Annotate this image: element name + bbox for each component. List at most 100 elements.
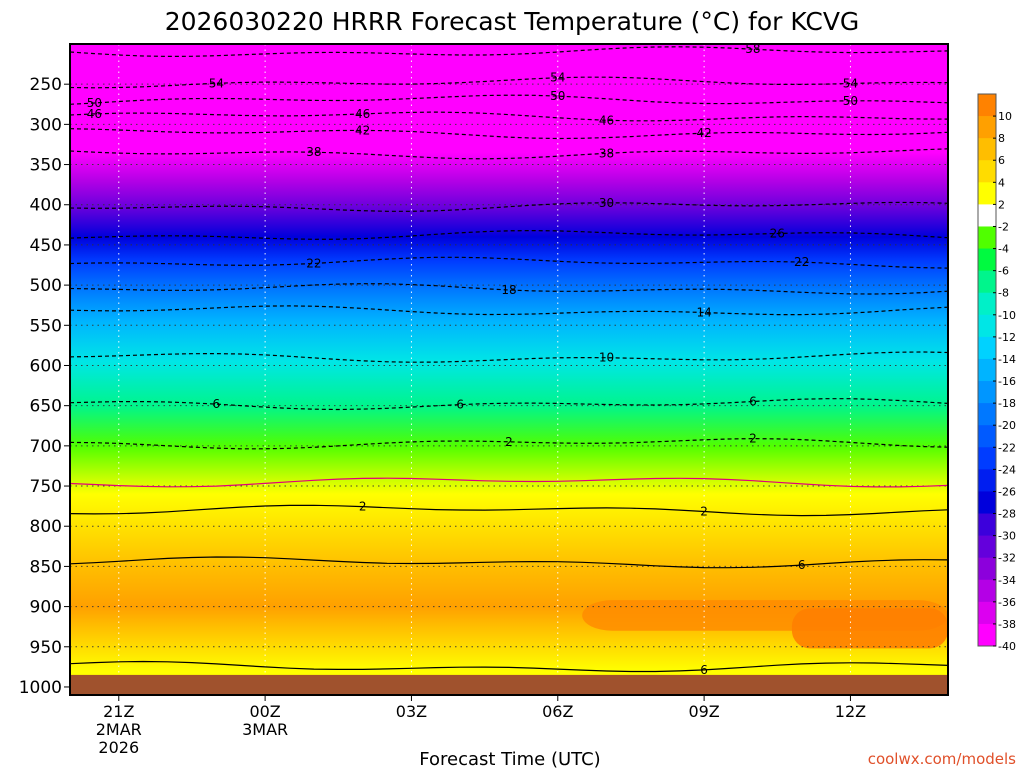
contour-label: 42 [355,123,370,137]
colorbar-swatch [978,292,996,316]
credit-link[interactable]: coolwx.com/models [868,750,1016,768]
x-tick-label: 3MAR [242,720,288,739]
y-tick-label: 450 [30,236,62,256]
colorbar-label: 10 [998,110,1012,123]
contour-label: 38 [306,145,321,159]
contour-label: 46 [599,113,614,127]
colorbar-label: -14 [998,353,1016,366]
contour-label: 6 [700,663,708,677]
colorbar-swatch [978,535,996,559]
contour-label: 6 [456,398,464,412]
contour-label: 50 [550,89,565,103]
contour-label: 54 [550,71,565,85]
x-tick-label: 03Z [396,702,427,721]
colorbar-label: -40 [998,640,1016,653]
x-axis-label: Forecast Time (UTC) [419,749,600,768]
contour-line [70,556,948,569]
colorbar-swatch [978,491,996,515]
y-tick-label: 750 [30,477,62,497]
contour-label: 2 [505,435,513,449]
contour-label: 6 [213,397,221,411]
chart-title: 2026030220 HRRR Forecast Temperature (°C… [165,7,860,36]
contour-label: 58 [745,42,760,56]
y-tick-label: 400 [30,196,62,216]
contour-label: 18 [501,283,516,297]
colorbar: 10 8 6 4 2 -2 -4 -6 -8 -10 -12 -14 -16 -18 -20 -22 -24 -2… [977,93,1016,653]
y-tick-label: 600 [30,356,62,376]
colorbar-label: -10 [998,309,1016,322]
colorbar-swatch [978,425,996,448]
x-tick-label: 21Z [103,702,134,721]
warm-core-900mb-late [791,608,948,649]
contour-label: 46 [87,107,102,121]
colorbar-label: 6 [998,154,1005,167]
contour-label: 30 [599,196,614,210]
y-tick-label: 300 [30,115,62,135]
contour-label: 10 [599,351,614,365]
colorbar-swatch [978,314,996,338]
contour-label: 22 [306,256,321,270]
colorbar-label: -24 [998,463,1016,476]
contour-label: 50 [87,96,102,110]
plot-frame [69,43,949,696]
contour-label: 6 [749,394,757,408]
contour-label: 2 [700,505,708,519]
contour-label: 46 [355,107,370,121]
colorbar-label: -2 [998,220,1009,233]
y-axis: 250 300 350 400 450 500 550 600 650 700 750 800 850 9… [19,75,70,698]
contour-label: 2 [749,432,757,446]
colorbar-label: -38 [998,618,1016,631]
contour-label: 6 [798,558,806,572]
colorbar-label: 2 [998,198,1005,211]
contour-label: 14 [696,306,711,320]
colorbar-swatch [978,557,996,581]
colorbar-swatch [978,623,996,647]
colorbar-label: -6 [998,265,1009,278]
x-tick-label: 12Z [835,702,866,721]
x-tick-label: 06Z [542,702,573,721]
y-tick-label: 850 [30,557,62,577]
colorbar-swatch [978,447,996,470]
y-tick-label: 250 [30,75,62,95]
colorbar-swatch [978,358,996,382]
colorbar-swatch [978,270,996,294]
y-tick-label: 350 [30,156,62,176]
colorbar-swatch [978,601,996,625]
y-tick-label: 950 [30,638,62,658]
colorbar-label: -20 [998,419,1016,432]
colorbar-swatch [978,381,996,404]
contour-label: 42 [696,126,711,140]
colorbar-label: -36 [998,596,1016,609]
colorbar-swatch [978,204,996,227]
y-tick-label: 700 [30,437,62,457]
x-tick-label: 00Z [249,702,280,721]
colorbar-label: -28 [998,508,1016,521]
contour-label: 22 [794,255,809,269]
colorbar-label: -26 [998,485,1016,498]
gridlines [70,44,948,695]
colorbar-label: -12 [998,331,1016,344]
temperature-field [70,44,948,695]
y-tick-label: 550 [30,316,62,336]
y-tick-label: 900 [30,598,62,618]
contour-line [70,660,948,673]
colorbar-label: -18 [998,397,1016,410]
contour-line [70,477,948,488]
contour-label: 54 [843,77,858,91]
x-tick-label: 09Z [688,702,719,721]
x-tick-label: 2MAR [96,720,142,739]
colorbar-swatch [978,248,996,272]
colorbar-swatch [978,469,996,492]
contour-line [70,504,948,517]
colorbar-label: 8 [998,132,1005,145]
colorbar-swatch [978,226,996,250]
y-tick-label: 650 [30,397,62,417]
colorbar-frame [977,93,997,647]
contour-label: 2 [359,500,367,514]
y-tick-label: 800 [30,517,62,537]
colorbar-swatch [978,160,996,183]
